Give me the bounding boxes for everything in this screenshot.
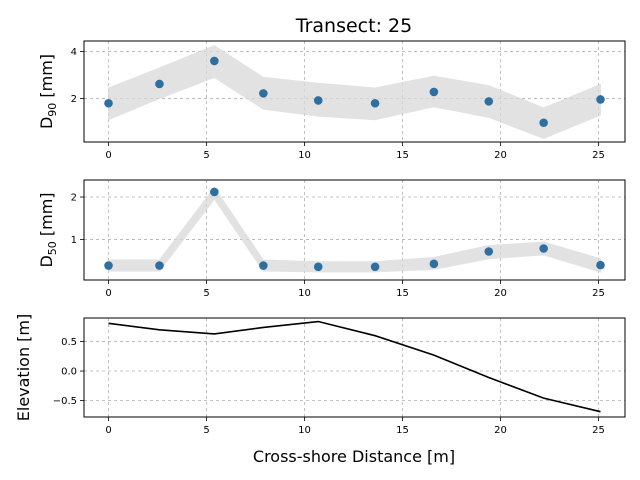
data-point xyxy=(539,244,548,253)
uncertainty-band xyxy=(108,45,601,140)
x-tick-label: 0 xyxy=(105,288,111,299)
data-point xyxy=(104,261,113,270)
x-tick-label: 0 xyxy=(105,425,111,436)
data-point xyxy=(370,98,380,108)
data-point xyxy=(596,260,605,270)
data-point xyxy=(259,89,268,98)
x-tick-label: 25 xyxy=(592,150,605,161)
panel-3: 0 5 10 15 20 25 0.5 0.0 −0.5 Elevation [m] xyxy=(14,314,626,436)
data-point xyxy=(596,95,605,104)
axes-frame xyxy=(83,317,626,418)
data-point xyxy=(370,262,380,272)
axes-frame xyxy=(83,179,626,281)
x-tick-label: 5 xyxy=(203,288,209,299)
x-tick-label: 10 xyxy=(298,150,311,161)
data-point xyxy=(484,247,494,256)
panel-2: 0 5 10 15 20 25 1 2 D50 [mm] xyxy=(37,179,626,299)
y-tick-label: −0.5 xyxy=(53,396,77,407)
x-tick-label: 10 xyxy=(298,425,311,436)
x-tick-label: 10 xyxy=(298,288,311,299)
axes-frame xyxy=(83,40,626,143)
data-point xyxy=(484,97,494,106)
data-point xyxy=(155,79,164,89)
data-point xyxy=(155,261,164,270)
data-point xyxy=(539,118,548,128)
y-tick-label: 1 xyxy=(71,235,77,246)
chart-panels: 0 5 10 15 20 25 2 4 D90 [mm] 0 5 10 15 20 25 1 2 D50 [mm]… xyxy=(14,40,626,436)
panel-1: 0 5 10 15 20 25 2 4 D90 [mm] xyxy=(37,40,626,161)
data-point xyxy=(210,56,219,66)
y-tick-label: 0.5 xyxy=(61,337,77,348)
data-point xyxy=(313,96,323,105)
x-axis-label: Cross-shore Distance [m] xyxy=(253,447,455,466)
x-tick-label: 25 xyxy=(592,288,605,299)
data-point xyxy=(104,98,113,108)
x-tick-label: 5 xyxy=(203,150,209,161)
uncertainty-band xyxy=(108,186,601,273)
data-point xyxy=(429,87,439,97)
y-tick-label: 2 xyxy=(71,193,77,204)
x-tick-label: 5 xyxy=(203,425,209,436)
y-tick-label: 2 xyxy=(71,94,77,105)
x-tick-label: 15 xyxy=(396,288,409,299)
data-point xyxy=(429,259,439,269)
x-tick-label: 20 xyxy=(494,288,507,299)
y-axis-label: Elevation [m] xyxy=(14,314,33,421)
y-axis-label: D50 [mm] xyxy=(37,192,59,267)
x-tick-label: 15 xyxy=(396,150,409,161)
y-tick-label: 4 xyxy=(71,47,77,58)
x-tick-label: 20 xyxy=(494,150,507,161)
data-point xyxy=(210,187,219,197)
y-axis-label: D90 [mm] xyxy=(37,54,59,129)
chart-title: Transect: 25 xyxy=(295,15,412,37)
x-tick-label: 15 xyxy=(396,425,409,436)
elevation-line xyxy=(108,320,601,413)
data-point xyxy=(259,261,268,270)
y-tick-label: 0.0 xyxy=(61,367,77,378)
x-tick-label: 25 xyxy=(592,425,605,436)
data-point xyxy=(313,262,323,272)
x-tick-label: 20 xyxy=(494,425,507,436)
x-tick-label: 0 xyxy=(105,150,111,161)
